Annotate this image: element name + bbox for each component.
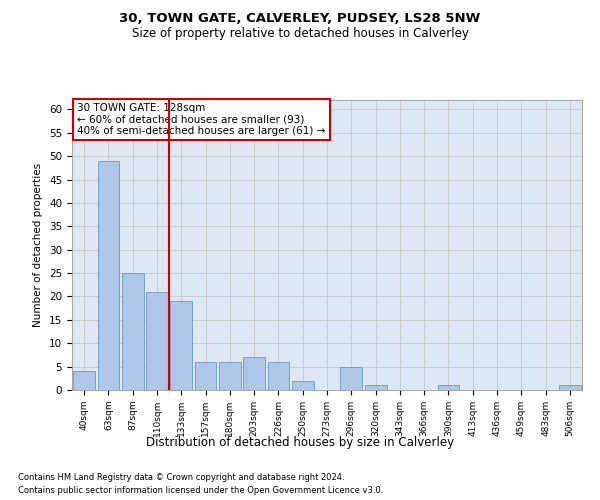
Bar: [170, 301, 192, 390]
Bar: [146, 292, 168, 390]
Bar: [365, 386, 386, 390]
Text: 30, TOWN GATE, CALVERLEY, PUDSEY, LS28 5NW: 30, TOWN GATE, CALVERLEY, PUDSEY, LS28 5…: [119, 12, 481, 26]
Text: Distribution of detached houses by size in Calverley: Distribution of detached houses by size …: [146, 436, 454, 449]
Bar: [292, 380, 314, 390]
Bar: [194, 362, 217, 390]
Bar: [268, 362, 289, 390]
Text: Size of property relative to detached houses in Calverley: Size of property relative to detached ho…: [131, 28, 469, 40]
Bar: [340, 366, 362, 390]
Bar: [122, 273, 143, 390]
Bar: [243, 358, 265, 390]
Y-axis label: Number of detached properties: Number of detached properties: [34, 163, 43, 327]
Text: Contains public sector information licensed under the Open Government Licence v3: Contains public sector information licen…: [18, 486, 383, 495]
Text: Contains HM Land Registry data © Crown copyright and database right 2024.: Contains HM Land Registry data © Crown c…: [18, 472, 344, 482]
Bar: [437, 386, 460, 390]
Bar: [73, 372, 95, 390]
Bar: [219, 362, 241, 390]
Bar: [559, 386, 581, 390]
Text: 30 TOWN GATE: 128sqm
← 60% of detached houses are smaller (93)
40% of semi-detac: 30 TOWN GATE: 128sqm ← 60% of detached h…: [77, 103, 325, 136]
Bar: [97, 161, 119, 390]
